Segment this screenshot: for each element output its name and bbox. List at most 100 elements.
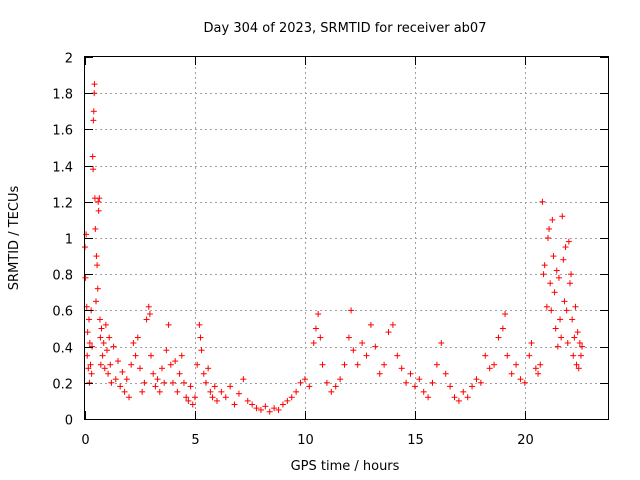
data-point <box>152 383 159 390</box>
data-point <box>464 394 471 401</box>
data-point <box>319 361 326 368</box>
data-point <box>176 370 183 377</box>
data-point <box>547 280 554 287</box>
data-point <box>425 394 432 401</box>
data-point <box>85 365 92 372</box>
chart-title: Day 304 of 2023, SRMTID for receiver ab0… <box>204 21 487 36</box>
data-point <box>103 347 110 354</box>
data-point <box>185 397 192 404</box>
data-point <box>218 388 225 395</box>
data-point <box>359 339 366 346</box>
data-point <box>128 361 135 368</box>
data-point <box>543 303 550 310</box>
data-point <box>562 244 569 251</box>
data-point <box>537 361 544 368</box>
y-tick-label: 1.2 <box>52 197 73 212</box>
data-point <box>363 352 370 359</box>
x-axis-label: GPS time / hours <box>291 459 400 474</box>
data-point <box>568 271 575 278</box>
data-point <box>110 343 117 350</box>
data-point <box>107 361 114 368</box>
grid-lines <box>85 57 608 419</box>
data-point <box>89 343 96 350</box>
data-point <box>310 339 317 346</box>
data-point <box>570 352 577 359</box>
data-point <box>97 334 104 341</box>
data-point <box>194 361 201 368</box>
data-point <box>438 339 445 346</box>
data-point <box>249 401 256 408</box>
data-point <box>82 274 89 281</box>
data-point <box>244 397 251 404</box>
data-point <box>211 383 218 390</box>
data-point <box>560 256 567 263</box>
y-tick-label: 0 <box>65 414 73 429</box>
y-tick-label: 2 <box>65 52 73 67</box>
data-point <box>86 379 93 386</box>
data-point <box>345 334 352 341</box>
data-point <box>376 370 383 377</box>
data-point <box>341 361 348 368</box>
data-point <box>394 352 401 359</box>
data-point <box>161 379 168 386</box>
data-point <box>548 307 555 314</box>
data-point <box>187 383 194 390</box>
data-point <box>89 153 96 160</box>
data-point <box>549 216 556 223</box>
data-point <box>92 225 99 232</box>
x-tick-label: 15 <box>407 433 424 448</box>
data-point <box>574 329 581 336</box>
data-point <box>301 376 308 383</box>
data-point <box>84 352 91 359</box>
data-point <box>572 303 579 310</box>
data-point <box>502 311 509 318</box>
data-point <box>90 108 97 115</box>
data-point <box>447 383 454 390</box>
data-point <box>279 401 286 408</box>
data-point <box>564 339 571 346</box>
data-point <box>491 361 498 368</box>
data-point <box>139 388 146 395</box>
data-point <box>154 376 161 383</box>
data-point <box>150 370 157 377</box>
data-point <box>552 325 559 332</box>
data-point <box>146 311 153 318</box>
data-point <box>158 365 165 372</box>
x-tick-label: 0 <box>81 433 89 448</box>
data-point <box>566 280 573 287</box>
data-point <box>442 370 449 377</box>
data-point <box>100 339 107 346</box>
data-point <box>108 379 115 386</box>
data-point <box>98 325 105 332</box>
data-point <box>367 321 374 328</box>
data-point <box>97 361 104 368</box>
data-point <box>561 298 568 305</box>
data-point <box>156 388 163 395</box>
data-point <box>385 329 392 336</box>
data-point <box>558 334 565 341</box>
data-point <box>117 383 124 390</box>
y-axis-label: SRMTID / TECUs <box>7 186 22 291</box>
data-point <box>504 352 511 359</box>
data-point <box>293 388 300 395</box>
data-point <box>167 361 174 368</box>
data-point <box>508 370 515 377</box>
data-point <box>571 334 578 341</box>
data-point <box>553 267 560 274</box>
data-point <box>486 365 493 372</box>
data-point <box>183 394 190 401</box>
data-point <box>163 347 170 354</box>
data-point <box>544 235 551 241</box>
data-point <box>198 347 205 354</box>
data-point <box>93 253 100 260</box>
data-point <box>271 405 278 412</box>
data-point <box>85 316 92 323</box>
data-point <box>213 397 220 404</box>
data-point <box>99 352 106 359</box>
data-point <box>323 379 330 386</box>
data-point <box>227 383 234 390</box>
data-point <box>573 361 580 368</box>
x-tick-label: 5 <box>191 433 199 448</box>
data-points <box>82 81 586 415</box>
